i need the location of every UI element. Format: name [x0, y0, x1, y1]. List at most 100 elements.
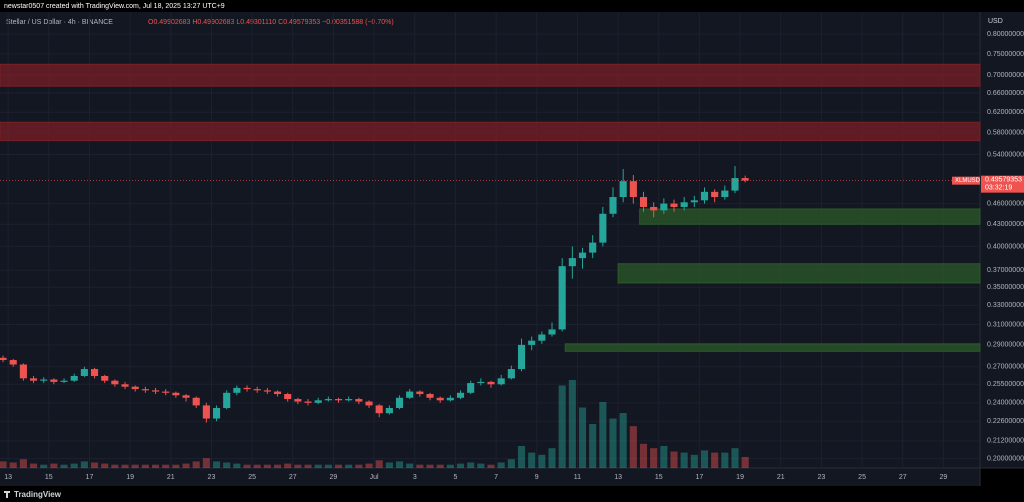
candle-body: [650, 206, 658, 211]
volume-bar: [182, 463, 190, 468]
x-tick-label: 11: [574, 474, 581, 481]
volume-bar: [334, 464, 343, 468]
volume-bar: [507, 459, 515, 468]
volume-bar: [172, 464, 180, 468]
candle-body: [629, 181, 637, 198]
volume-bar: [548, 448, 556, 468]
candle-body: [151, 390, 160, 392]
last-price-label: 0.49579353: [985, 177, 1022, 184]
candle-body: [172, 392, 180, 396]
zone: [0, 121, 981, 142]
volume-bar: [711, 452, 719, 468]
candle-body: [487, 381, 495, 385]
volume-bar: [162, 464, 170, 468]
candle-body: [334, 399, 343, 401]
candle-body: [80, 369, 88, 376]
y-tick-label: 0.54000000: [987, 151, 1024, 158]
x-tick-label: 23: [208, 474, 216, 481]
candle-body: [121, 384, 129, 387]
candle-body: [446, 397, 454, 401]
candle-body: [141, 389, 149, 391]
volume-bar: [0, 461, 7, 468]
x-tick-label: 29: [330, 474, 338, 481]
candle-body: [589, 242, 597, 253]
volume-bar: [446, 464, 454, 468]
candle-body: [578, 252, 587, 259]
volume-bar: [456, 463, 465, 468]
candle-body: [426, 394, 434, 398]
candle-body: [212, 407, 221, 419]
volume-bar: [619, 413, 627, 468]
x-tick-label: Jul: [370, 474, 379, 481]
x-tick-label: 5: [453, 474, 457, 481]
candle-body: [609, 197, 617, 214]
time-axis: [0, 468, 980, 486]
y-tick-label: 0.46000000: [987, 200, 1024, 207]
y-tick-label: 0.20000000: [987, 456, 1024, 463]
volume-bar: [700, 450, 709, 468]
volume-bar: [70, 463, 78, 468]
volume-bar: [60, 464, 68, 468]
candle-body: [436, 397, 444, 401]
volume-bar: [477, 463, 485, 468]
candle-body: [670, 203, 678, 207]
y-tick-label: 0.58000000: [987, 129, 1024, 136]
volume-bar: [497, 462, 505, 468]
y-tick-label: 0.37000000: [987, 267, 1024, 274]
x-tick-label: 15: [45, 474, 53, 481]
volume-bar: [314, 464, 322, 468]
x-tick-label: 21: [777, 474, 785, 481]
candle-body: [619, 181, 627, 198]
candle-body: [528, 340, 536, 345]
volume-bar: [558, 385, 566, 468]
price-tag: [981, 175, 1024, 193]
candle-body: [111, 380, 119, 385]
candle-body: [690, 200, 698, 203]
candle-body: [731, 178, 739, 191]
y-tick-label: 0.40000000: [987, 243, 1024, 250]
candle-body: [680, 202, 688, 207]
candle-body: [101, 375, 109, 381]
volume-bar: [375, 460, 383, 468]
volume-bar: [294, 464, 302, 468]
candle-body: [639, 197, 648, 207]
volume-bar: [589, 424, 597, 468]
volume-bar: [131, 464, 139, 468]
volume-bar: [365, 463, 373, 468]
volume-bar: [609, 418, 617, 468]
candle-body: [162, 391, 170, 393]
volume-bar: [212, 461, 221, 468]
volume-bar: [538, 454, 546, 468]
zone: [617, 263, 981, 284]
volume-bar: [467, 462, 475, 468]
candle-body: [355, 399, 363, 402]
y-tick-label: 0.80000000: [987, 31, 1024, 38]
x-tick-label: 17: [696, 474, 704, 481]
volume-bar: [721, 452, 729, 468]
x-tick-label: 19: [126, 474, 134, 481]
volume-bar: [690, 454, 698, 468]
candle-body: [345, 399, 353, 401]
x-tick-label: 17: [86, 474, 94, 481]
volume-bar: [233, 463, 241, 468]
volume-bar: [355, 464, 363, 468]
candle-body: [517, 344, 526, 370]
candle-body: [253, 389, 261, 391]
x-tick-label: 7: [494, 474, 498, 481]
y-tick-label: 0.75000000: [987, 51, 1024, 58]
candle-body: [568, 258, 576, 267]
y-tick-label: 0.29000000: [987, 342, 1024, 349]
candle-body: [294, 399, 302, 402]
candle-body: [223, 392, 231, 408]
candle-body: [497, 378, 505, 385]
candle-body: [741, 178, 749, 181]
candle-body: [263, 390, 271, 392]
volume-bar: [19, 459, 27, 468]
candle-body: [9, 360, 17, 365]
y-tick-label: 0.43000000: [987, 221, 1024, 228]
candle-body: [70, 375, 78, 381]
candle-body: [304, 401, 312, 403]
x-tick-label: 23: [818, 474, 826, 481]
candle-body: [0, 357, 7, 361]
